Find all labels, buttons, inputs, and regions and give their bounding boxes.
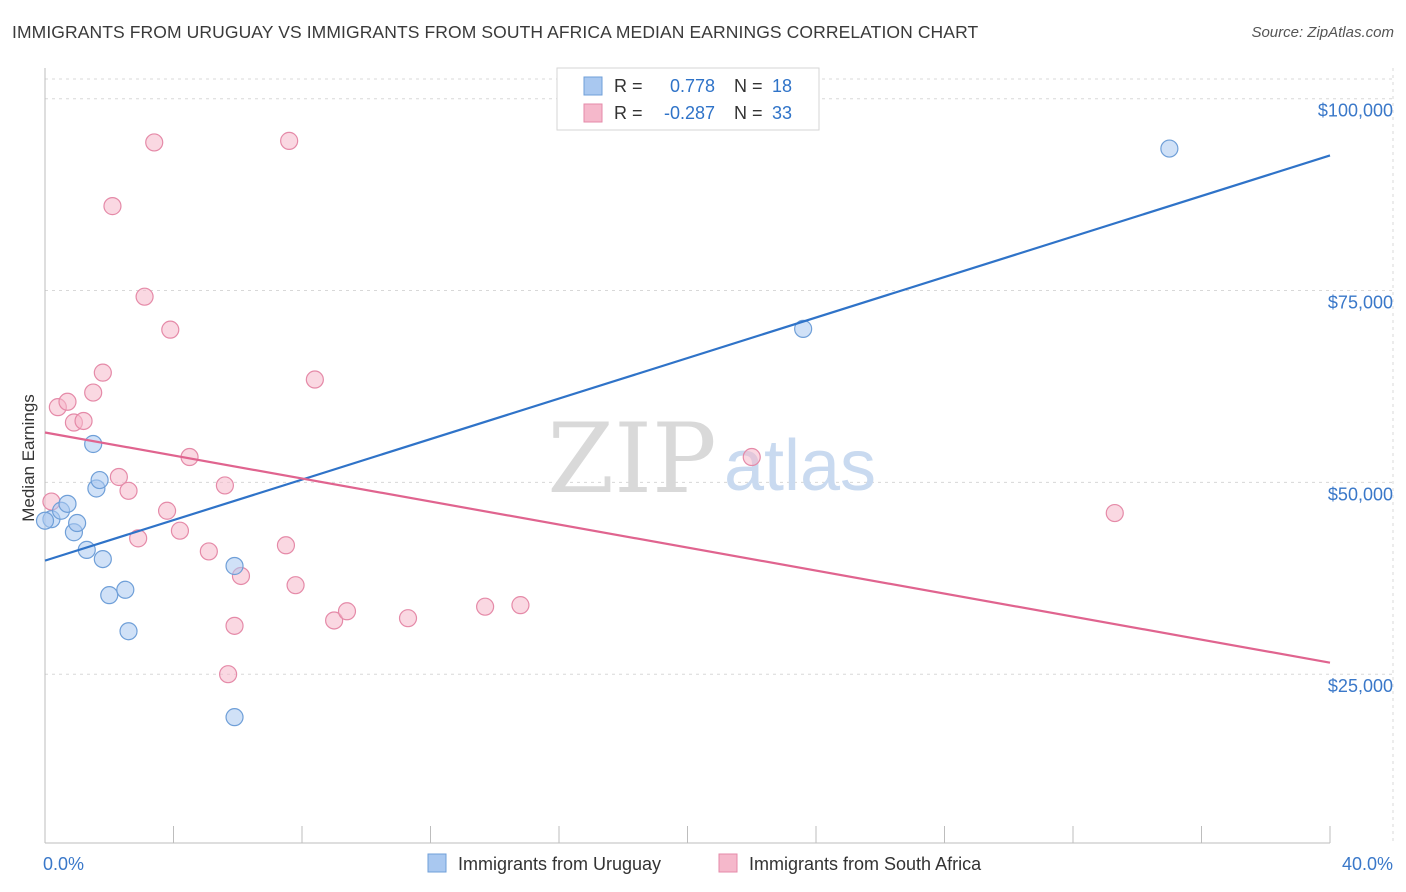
watermark-zip: ZIP xyxy=(547,403,716,515)
south-africa-point xyxy=(276,536,296,555)
south-africa-point xyxy=(129,529,148,548)
stats-r-label-south-africa: R = xyxy=(614,103,643,123)
south-africa-point xyxy=(103,197,122,216)
south-africa-point xyxy=(286,576,305,595)
south-africa-point xyxy=(215,476,234,495)
y-tick-label: $75,000 xyxy=(1328,293,1393,313)
uruguay-point xyxy=(119,622,138,641)
chart-title: IMMIGRANTS FROM URUGUAY VS IMMIGRANTS FR… xyxy=(12,22,979,42)
south-africa-point xyxy=(135,287,154,306)
stats-swatch-uruguay xyxy=(583,76,603,96)
stats-r-label-uruguay: R = xyxy=(614,76,643,96)
grid-lines xyxy=(45,68,1394,843)
south-africa-point xyxy=(84,383,103,402)
south-africa-point xyxy=(511,596,530,615)
south-africa-point xyxy=(161,320,180,339)
stats-legend: R = 0.778 N = 18 R = -0.287 N = 33 xyxy=(556,67,820,131)
trend-lines xyxy=(44,154,1331,664)
stats-r-value-south-africa: -0.287 xyxy=(664,103,715,123)
south-africa-point xyxy=(199,542,218,561)
uruguay-point xyxy=(794,319,813,338)
uruguay-point xyxy=(58,494,77,513)
watermark-atlas: atlas xyxy=(724,426,876,506)
uruguay-point xyxy=(93,549,112,569)
south-africa-point xyxy=(74,411,93,431)
x-tick-labels: 0.0% 40.0% xyxy=(43,854,1393,874)
uruguay-point xyxy=(35,511,55,530)
legend-swatch-uruguay xyxy=(427,853,447,873)
south-africa-point xyxy=(119,481,138,500)
stats-n-value-uruguay: 18 xyxy=(772,76,792,96)
uruguay-point xyxy=(225,556,244,576)
uruguay-point xyxy=(68,513,87,533)
south-africa-point xyxy=(325,611,344,630)
uruguay-point xyxy=(116,580,135,599)
south-africa-point xyxy=(305,370,324,389)
south-africa-point xyxy=(93,363,112,382)
uruguay-point xyxy=(100,586,119,605)
y-tick-label: $100,000 xyxy=(1318,101,1393,121)
stats-swatch-south-africa xyxy=(583,103,603,123)
stats-n-value-south-africa: 33 xyxy=(772,103,792,123)
y-tick-label: $50,000 xyxy=(1328,484,1393,504)
uruguay-point xyxy=(84,434,103,454)
stats-n-label-uruguay: N = xyxy=(734,76,763,96)
south-africa-point xyxy=(280,131,299,150)
legend-label-south-africa: Immigrants from South Africa xyxy=(749,854,982,874)
y-tick-label: $25,000 xyxy=(1328,676,1393,696)
x-tick-label-max: 40.0% xyxy=(1342,854,1393,874)
south-africa-point xyxy=(170,521,190,540)
south-africa-point xyxy=(145,133,164,152)
south-africa-point xyxy=(219,665,238,684)
stats-r-value-uruguay: 0.778 xyxy=(670,76,715,96)
south-africa-point xyxy=(476,597,495,616)
south-africa-point xyxy=(109,467,128,487)
uruguay-point xyxy=(1160,139,1179,158)
axes xyxy=(44,68,1331,844)
y-axis-label: Median Earnings xyxy=(19,394,38,522)
south-africa-point xyxy=(225,616,244,635)
source-label: Source: ZipAtlas.com xyxy=(1251,24,1394,41)
south-africa-point xyxy=(1105,503,1124,523)
watermark: ZIP atlas xyxy=(547,403,876,515)
south-africa-point xyxy=(58,392,77,411)
legend-swatch-south-africa xyxy=(718,853,738,873)
uruguay-trend-line xyxy=(44,154,1331,562)
y-tick-labels: $25,000 $50,000 $75,000 $100,000 xyxy=(1318,101,1393,696)
south-africa-point xyxy=(742,447,761,467)
south-africa-point xyxy=(337,602,357,621)
bottom-legend: Immigrants from Uruguay Immigrants from … xyxy=(427,853,982,874)
uruguay-point xyxy=(225,708,244,727)
x-tick-label-min: 0.0% xyxy=(43,854,84,874)
uruguay-point xyxy=(90,470,109,490)
stats-n-label-south-africa: N = xyxy=(734,103,763,123)
legend-label-uruguay: Immigrants from Uruguay xyxy=(458,854,661,874)
south-africa-point xyxy=(398,609,418,628)
south-africa-point xyxy=(157,501,177,520)
south-africa-trend-line xyxy=(44,431,1331,664)
